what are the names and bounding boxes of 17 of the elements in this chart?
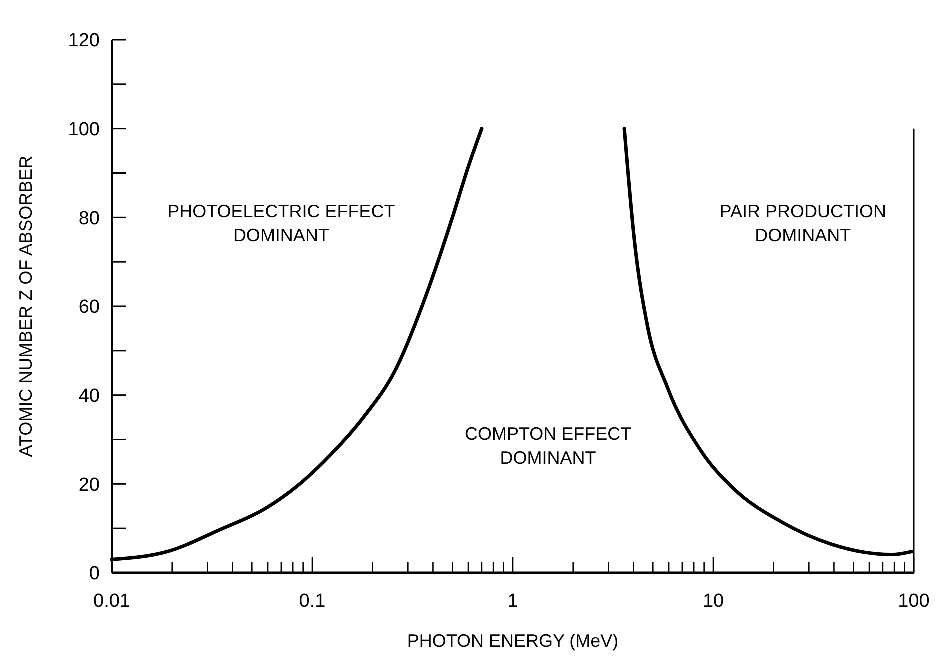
y-tick-label: 0 <box>89 564 100 585</box>
x-tick-label: 1 <box>508 591 518 612</box>
y-axis-title: ATOMIC NUMBER Z OF ABSORBER <box>16 156 36 458</box>
x-tick-label: 0.1 <box>299 591 326 612</box>
annotation: PAIR PRODUCTION DOMINANT <box>720 202 886 246</box>
y-tick-label: 120 <box>68 30 100 52</box>
x-axis-title: PHOTON ENERGY (MeV) <box>407 631 619 651</box>
x-tick-label: 0.01 <box>94 591 130 612</box>
y-tick-label: 20 <box>78 474 100 496</box>
y-tick-label: 80 <box>78 208 100 230</box>
y-tick-label: 60 <box>78 297 100 318</box>
x-tick-label: 100 <box>898 591 930 612</box>
annotation: PHOTOELECTRIC EFFECT DOMINANT <box>168 202 396 246</box>
y-tick-label: 100 <box>68 119 100 140</box>
annotation: COMPTON EFFECT DOMINANT <box>464 424 632 468</box>
x-tick-label: 10 <box>702 591 724 612</box>
y-tick-label: 40 <box>78 386 100 407</box>
